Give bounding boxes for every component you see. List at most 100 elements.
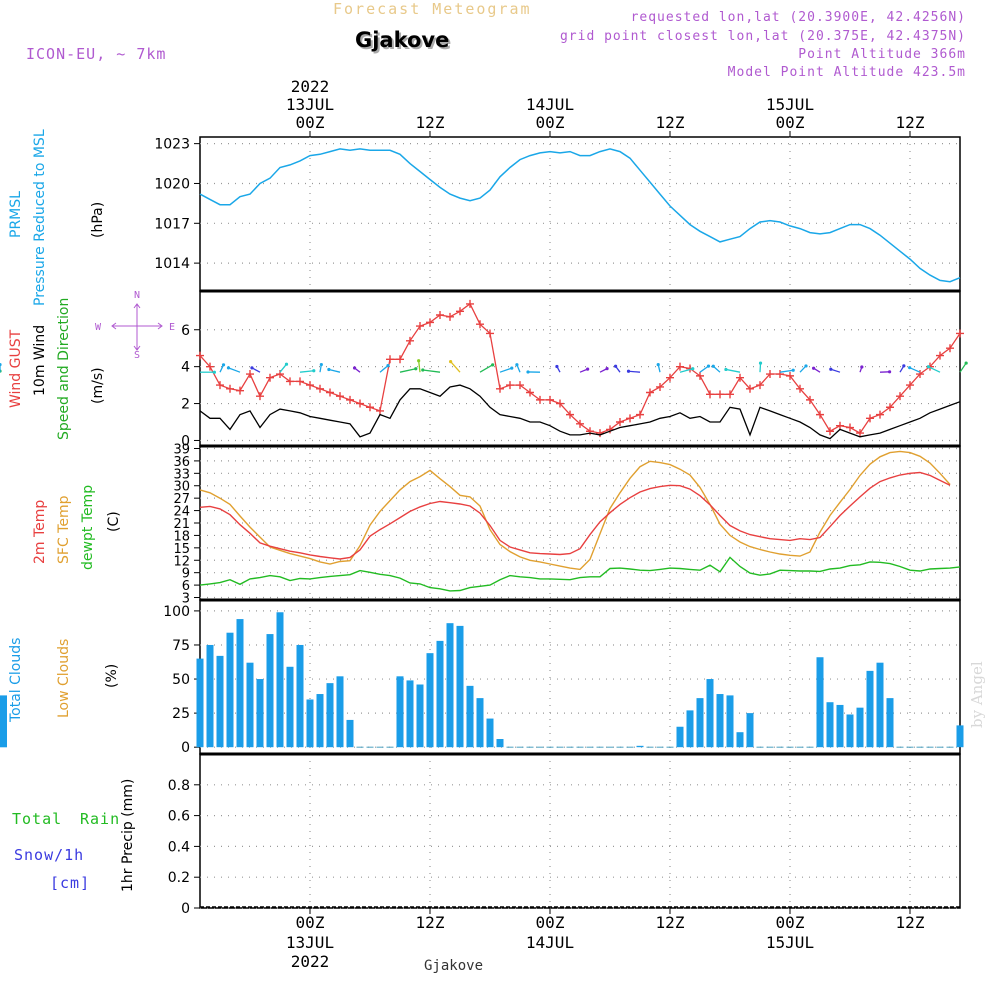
wind-gust-marker (406, 336, 414, 345)
wind-mean-line (199, 384, 961, 440)
top-time-label: 00Z (296, 113, 325, 132)
wind-gust-marker (246, 370, 254, 379)
wind-direction-arrowhead (791, 368, 795, 372)
wind-direction-arrowhead (887, 370, 892, 374)
precip-snow-label: Snow/1h (14, 846, 85, 864)
total-cloud-bar (416, 684, 424, 748)
wind-gust-marker (466, 299, 474, 308)
total-cloud-bar (696, 698, 704, 748)
wind-direction-arrow (450, 361, 461, 373)
wind-gust-marker (256, 392, 264, 401)
wind-direction-arrow (418, 360, 421, 373)
wind-direction-arrowhead (526, 370, 530, 374)
total-cloud-bar (346, 719, 354, 748)
sfc-temp-line (199, 450, 951, 571)
total-cloud-bar (876, 662, 884, 748)
wind-direction-arrow (279, 363, 287, 373)
wind-direction-arrow (628, 370, 641, 373)
wind-direction-arrow (830, 368, 841, 373)
total-cloud-bar (306, 699, 314, 748)
wind-gust-marker (846, 423, 854, 432)
wind-gust-marker (536, 395, 544, 404)
wind-gust-marker (216, 381, 224, 390)
wind-gust-marker (766, 370, 774, 379)
total-cloud-bar (236, 619, 244, 748)
wind-direction-arrowhead (327, 367, 331, 372)
wind-direction-arrow (379, 365, 389, 373)
top-time-label: 00Z (536, 113, 565, 132)
total-cloud-bar (246, 662, 254, 748)
wind-gust-marker (606, 425, 614, 434)
wind-gust-marker (326, 388, 334, 397)
wind-gust-marker (286, 377, 294, 386)
wind-gust-marker (776, 370, 784, 379)
total-cloud-bar (216, 655, 224, 748)
wind-direction-arrow (679, 368, 693, 373)
wind-direction-arrowhead (0, 363, 2, 367)
total-cloud-bar (446, 623, 454, 748)
wind-gust-marker (716, 390, 724, 399)
y-tick-label: 6 (181, 323, 190, 339)
precip-rain-label: Rain (80, 810, 121, 828)
wind-gust-marker (356, 399, 364, 408)
wind-gust-marker (296, 377, 304, 386)
total-cloud-bar (266, 634, 274, 748)
total-cloud-bar (226, 632, 234, 748)
total-cloud-bar (426, 653, 434, 748)
bottom-time-label: 00Z (536, 913, 565, 932)
total-cloud-bar (406, 680, 414, 748)
wind-gust-marker (376, 406, 384, 415)
grid-point-coords: grid point closest lon,lat (20.375E, 42.… (559, 29, 966, 44)
total-cloud-bar (636, 745, 644, 748)
wind-gust-marker (586, 427, 594, 436)
total-cloud-bar (336, 676, 344, 748)
y-tick-label: 1014 (154, 256, 190, 272)
wind-direction-arrowhead (812, 366, 816, 370)
y-tick-label: 0.8 (168, 778, 190, 794)
wind-gust-marker (916, 370, 924, 379)
y-tick-label: 9 (182, 567, 190, 582)
dewpt-line (199, 556, 961, 592)
wind-direction-arrowhead (510, 366, 514, 370)
wind-gust-marker (516, 381, 524, 390)
wind-gust-marker (736, 373, 744, 382)
y-tick-label: 25 (172, 706, 190, 722)
wind-direction-arrowhead (758, 361, 763, 365)
wind-gust-marker (446, 312, 454, 321)
wind-gust-marker (726, 390, 734, 399)
wind-gust-marker (386, 355, 394, 364)
total-cloud-bar (486, 718, 494, 748)
y-tick-label: 1020 (154, 176, 190, 192)
wind-direction-arrowhead (711, 364, 715, 368)
total-cloud-bar (296, 644, 304, 748)
y-tick-label: 2 (181, 397, 190, 413)
compass-n-label: N (134, 290, 140, 301)
panel-frame-1 (199, 136, 961, 292)
wind-gust-marker (946, 344, 954, 353)
total-cloud-bar (206, 644, 214, 748)
requested-coords: requested lon,lat (20.3900E, 42.4256N) (630, 10, 966, 25)
bottom-date-label: 14JUL (526, 933, 574, 952)
wind-gust-marker (666, 373, 674, 382)
top-date-label: 14JUL (526, 95, 574, 114)
wind-gust-marker (656, 382, 664, 391)
y-tick-label: 27 (173, 492, 190, 507)
wind-gust-marker (646, 388, 654, 397)
wind-direction-arrow (479, 364, 493, 373)
wind-gust-marker (336, 392, 344, 401)
wind-gust-marker (806, 395, 814, 404)
wind-gust-marker (696, 371, 704, 380)
wind-direction-arrowhead (860, 365, 864, 369)
precip-snow-unit: [cm] (50, 874, 91, 892)
y-tick-label: 4 (181, 360, 190, 376)
total-cloud-bar (746, 713, 754, 748)
wind-direction-arrowhead (319, 362, 323, 367)
footer-city: Gjakove (424, 958, 484, 974)
wind-direction-arrowhead (386, 363, 390, 368)
wind-direction-arrow (779, 369, 794, 373)
wind-gust-marker (866, 414, 874, 423)
total-cloud-bar (0, 695, 7, 748)
wind-direction-arrowhead (902, 364, 906, 368)
y-tick-label: 75 (172, 638, 190, 654)
compass-e-label: E (169, 322, 175, 333)
